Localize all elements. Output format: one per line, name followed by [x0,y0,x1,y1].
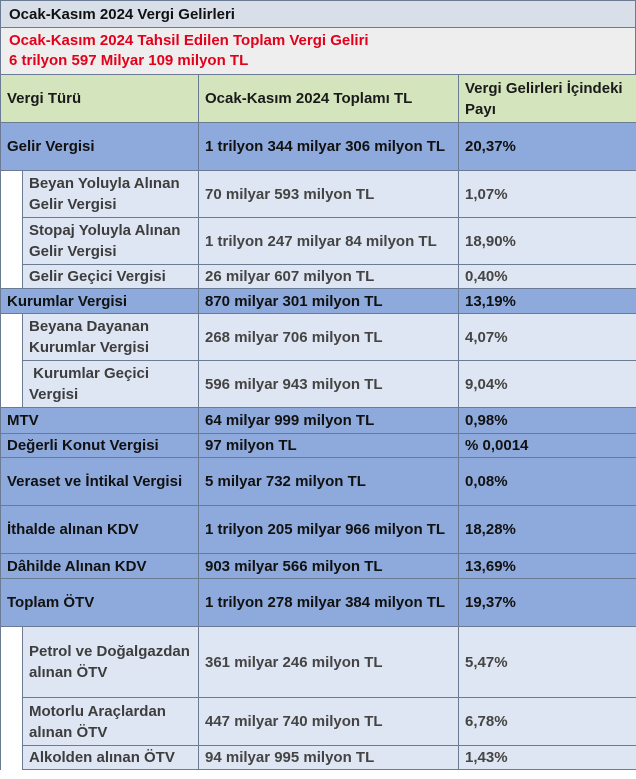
row-name: Petrol ve Doğalgazdan alınan ÖTV [22,626,199,698]
document-title: Ocak-Kasım 2024 Vergi Gelirleri [0,0,636,28]
table-row: Değerli Konut Vergisi 97 milyon TL % 0,0… [0,433,636,458]
row-total: 596 milyar 943 milyon TL [198,360,459,408]
table-row: MTV 64 milyar 999 milyon TL 0,98% [0,407,636,434]
row-name: Kurumlar Geçici Vergisi [22,360,199,408]
row-share: 13,19% [458,288,636,314]
header-tax-type: Vergi Türü [0,74,199,123]
subtitle-block: Ocak-Kasım 2024 Tahsil Edilen Toplam Ver… [0,28,636,74]
row-total: 1 trilyon 247 milyar 84 milyon TL [198,217,459,265]
row-name: Motorlu Araçlardan alınan ÖTV [22,697,199,746]
row-name: Kurumlar Vergisi [0,288,199,314]
row-name: Stopaj Yoluyla Alınan Gelir Vergisi [22,217,199,265]
row-share: 13,69% [458,553,636,579]
row-share: 0,98% [458,407,636,434]
row-share: 20,37% [458,122,636,171]
row-total: 1 trilyon 278 milyar 384 milyon TL [198,578,459,627]
row-name: Veraset ve İntikal Vergisi [0,457,199,506]
row-total: 268 milyar 706 milyon TL [198,313,459,361]
row-share: 6,78% [458,697,636,746]
row-share: 1,07% [458,170,636,218]
tax-table: Vergi Türü Ocak-Kasım 2024 Toplamı TL Ve… [0,74,636,770]
table-row: Dâhilde Alınan KDV 903 milyar 566 milyon… [0,553,636,579]
table-row: Veraset ve İntikal Vergisi 5 milyar 732 … [0,457,636,506]
row-total: 870 milyar 301 milyon TL [198,288,459,314]
table-row: Gelir Vergisi 1 trilyon 344 milyar 306 m… [0,122,636,171]
table-row: Alkolden alınan ÖTV 94 milyar 995 milyon… [1,745,636,770]
row-total: 903 milyar 566 milyon TL [198,553,459,579]
row-name: Gelir Geçici Vergisi [22,264,199,289]
row-share: 0,40% [458,264,636,289]
indent-cell [0,626,23,770]
row-share: 4,07% [458,313,636,361]
row-share: 19,37% [458,578,636,627]
row-share: 9,04% [458,360,636,408]
table-row: Toplam ÖTV 1 trilyon 278 milyar 384 mily… [0,578,636,627]
row-total: 5 milyar 732 milyon TL [198,457,459,506]
row-name: Alkolden alınan ÖTV [22,745,199,770]
row-total: 361 milyar 246 milyon TL [198,626,459,698]
row-share: 1,43% [458,745,636,770]
row-name: Beyan Yoluyla Alınan Gelir Vergisi [22,170,199,218]
header-total: Ocak-Kasım 2024 Toplamı TL [198,74,459,123]
row-share: 5,47% [458,626,636,698]
row-name: MTV [0,407,199,434]
row-total: 97 milyon TL [198,433,459,458]
row-total: 447 milyar 740 milyon TL [198,697,459,746]
row-share: 0,08% [458,457,636,506]
table-row: Beyana Dayanan Kurumlar Vergisi 268 mily… [0,313,636,408]
row-total: 94 milyar 995 milyon TL [198,745,459,770]
table-row: Petrol ve Doğalgazdan alınan ÖTV 361 mil… [0,626,636,770]
row-name: Değerli Konut Vergisi [0,433,199,458]
table-header-row: Vergi Türü Ocak-Kasım 2024 Toplamı TL Ve… [0,74,636,123]
row-total: 26 milyar 607 milyon TL [198,264,459,289]
row-total: 64 milyar 999 milyon TL [198,407,459,434]
table-row: Motorlu Araçlardan alınan ÖTV 447 milyar… [1,697,636,746]
table-row: İthalde alınan KDV 1 trilyon 205 milyar … [0,505,636,554]
row-name: Toplam ÖTV [0,578,199,627]
row-share: 18,90% [458,217,636,265]
indent-cell [0,170,23,289]
table-row: Beyan Yoluyla Alınan Gelir Vergisi 70 mi… [0,170,636,289]
row-name: Beyana Dayanan Kurumlar Vergisi [22,313,199,361]
row-share: % 0,0014 [458,433,636,458]
subtitle-line-1: Ocak-Kasım 2024 Tahsil Edilen Toplam Ver… [9,32,369,49]
row-name: Gelir Vergisi [0,122,199,171]
header-share: Vergi Gelirleri İçindeki Payı [458,74,636,123]
table-row: Kurumlar Vergisi 870 milyar 301 milyon T… [0,288,636,314]
row-share: 18,28% [458,505,636,554]
row-name: Dâhilde Alınan KDV [0,553,199,579]
table-row: Kurumlar Geçici Vergisi 596 milyar 943 m… [1,360,636,408]
row-total: 1 trilyon 344 milyar 306 milyon TL [198,122,459,171]
row-total: 70 milyar 593 milyon TL [198,170,459,218]
subtitle-line-2: 6 trilyon 597 Milyar 109 milyon TL [9,52,249,69]
indent-cell [0,313,23,408]
table-row: Stopaj Yoluyla Alınan Gelir Vergisi 1 tr… [1,217,636,265]
table-row: Gelir Geçici Vergisi 26 milyar 607 milyo… [1,264,636,289]
row-total: 1 trilyon 205 milyar 966 milyon TL [198,505,459,554]
row-name: İthalde alınan KDV [0,505,199,554]
